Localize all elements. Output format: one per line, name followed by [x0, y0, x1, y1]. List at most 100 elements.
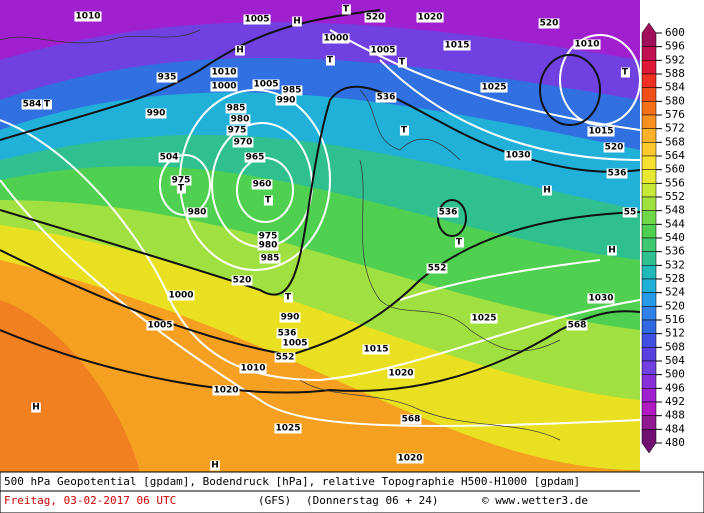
legend-swatch	[641, 183, 657, 198]
map-label: 536	[608, 169, 627, 179]
map-label-bg	[396, 453, 424, 464]
legend-swatch	[641, 210, 657, 225]
map-label: 1030	[588, 294, 613, 304]
legend-label: 484	[665, 422, 685, 435]
map-label-bg	[362, 344, 390, 355]
legend-label: 496	[665, 381, 685, 394]
map-label-bg	[322, 33, 350, 44]
legend-label: 588	[665, 67, 685, 80]
map-label: T	[401, 126, 408, 136]
legend-label: 536	[665, 245, 685, 258]
map-label-bg	[225, 103, 247, 114]
map-label: 520	[366, 13, 385, 23]
map-label-bg	[443, 40, 471, 51]
map-label-bg	[620, 67, 630, 78]
legend-label: 560	[665, 163, 685, 176]
map-label: 1000	[168, 291, 193, 301]
map-label: 1015	[444, 41, 469, 51]
map-label-bg	[226, 125, 248, 136]
legend-label: 596	[665, 40, 685, 53]
map-label-bg	[167, 290, 195, 301]
legend-swatch	[641, 360, 657, 375]
map-label-bg	[186, 207, 208, 218]
map-label: 965	[246, 153, 265, 163]
map-label: 1010	[574, 40, 599, 50]
legend-swatch	[641, 142, 657, 157]
legend-swatch	[641, 155, 657, 170]
map-label: 1025	[481, 83, 506, 93]
map-label: 1005	[147, 321, 172, 331]
map-label: 1010	[240, 364, 265, 374]
map-label: 985	[261, 254, 280, 264]
map-label-bg	[480, 82, 508, 93]
map-label-bg	[504, 150, 532, 161]
legend-swatch	[641, 265, 657, 280]
map-label: 1025	[275, 424, 300, 434]
map-label: 1005	[244, 15, 269, 25]
map-label-bg	[566, 320, 588, 331]
map-label-bg	[257, 231, 279, 242]
map-label: 1015	[363, 345, 388, 355]
map-label-bg	[397, 57, 407, 68]
map-label-bg	[275, 95, 297, 106]
legend-label: 500	[665, 368, 685, 381]
map-label: 990	[147, 109, 166, 119]
legend-label: 528	[665, 272, 685, 285]
legend-label: 592	[665, 53, 685, 66]
map-label-bg	[292, 16, 302, 27]
legend-swatch	[641, 87, 657, 102]
legend-label: 480	[665, 436, 685, 449]
map-label: 1020	[397, 454, 422, 464]
legend-label: 548	[665, 204, 685, 217]
map-label: 584	[23, 100, 42, 110]
legend-label: 488	[665, 409, 685, 422]
map-label: 536	[278, 329, 297, 339]
legend-label: 556	[665, 176, 685, 189]
map-label-bg	[274, 423, 302, 434]
map-label-bg	[283, 292, 293, 303]
legend-label: 508	[665, 340, 685, 353]
map-label: 1000	[211, 82, 236, 92]
map-label-bg	[542, 185, 552, 196]
map-label: 975	[172, 176, 191, 186]
legend-label: 504	[665, 354, 685, 367]
map-label-bg	[587, 126, 615, 137]
footer-forecast: (Donnerstag 06 + 24)	[306, 494, 438, 507]
legend-swatch	[641, 224, 657, 239]
legend-swatch	[641, 73, 657, 88]
map-label-bg	[279, 312, 301, 323]
map-label: 985	[227, 104, 246, 114]
legend-label: 540	[665, 231, 685, 244]
map-label: 1025	[471, 314, 496, 324]
map-label: 980	[188, 208, 207, 218]
map-label: 520	[540, 19, 559, 29]
map-label-bg	[454, 237, 464, 248]
footer-title: 500 hPa Geopotential [gpdam], Bodendruck…	[4, 475, 580, 488]
map-label: 975	[259, 232, 278, 242]
legend-label: 564	[665, 149, 685, 162]
legend-swatch	[641, 196, 657, 211]
legend-swatch	[641, 251, 657, 266]
map-label-bg	[587, 293, 615, 304]
map-label-bg	[400, 414, 422, 425]
map-label: 536	[377, 93, 396, 103]
map-label-bg	[276, 328, 298, 339]
footer-credit: © www.wetter3.de	[482, 494, 588, 507]
map-label: 1005	[253, 80, 278, 90]
map-label: 960	[253, 180, 272, 190]
legend-label: 524	[665, 286, 685, 299]
map-label-bg	[573, 39, 601, 50]
legend-label: 516	[665, 313, 685, 326]
legend-swatch	[641, 169, 657, 184]
legend-label: 492	[665, 395, 685, 408]
legend-label: 572	[665, 122, 685, 135]
map-label: 990	[277, 96, 296, 106]
map-label-bg	[622, 207, 638, 218]
legend-label: 568	[665, 135, 685, 148]
map-label-bg	[74, 11, 102, 22]
map-label-bg	[145, 108, 167, 119]
map-label: T	[178, 184, 185, 194]
map-label-bg	[369, 45, 397, 56]
map-label: 1005	[370, 46, 395, 56]
